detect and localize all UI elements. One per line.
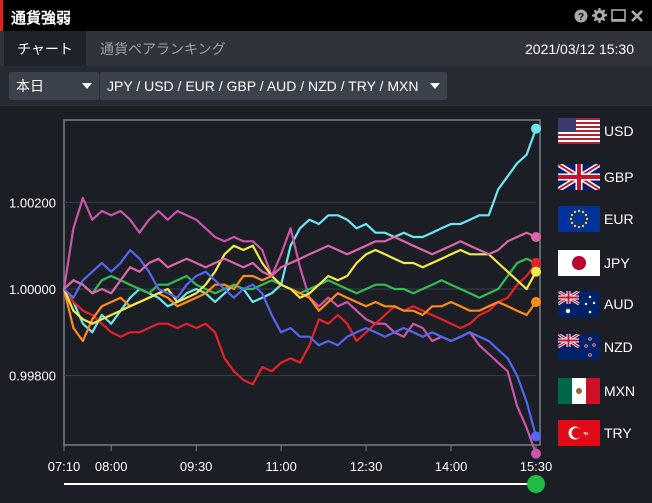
time-slider-handle[interactable] [527, 475, 545, 493]
window-controls: ? [574, 8, 644, 23]
chevron-down-icon [82, 83, 92, 89]
legend-item-gbp[interactable]: GBP [558, 163, 648, 191]
x-tick-label: 14:00 [435, 459, 468, 474]
tab-pair-ranking[interactable]: 通貨ペアランキング [100, 41, 226, 57]
chart-area: 0.99800 1.00000 1.00200 07:10 08:00 09:30 11:… [0, 106, 652, 503]
legend-label: JPY [604, 255, 630, 271]
legend-item-nzd[interactable]: NZD [558, 333, 648, 361]
title-accent-bar [0, 0, 3, 31]
series-endpoint-jpy [531, 258, 541, 268]
series-line-jpy [63, 262, 537, 386]
series-line-usd [63, 128, 538, 334]
x-tick-label: 11:00 [265, 459, 297, 474]
legend-item-try[interactable]: TRY [558, 419, 648, 447]
series-endpoint-try [531, 232, 541, 242]
legend-label: AUD [604, 296, 634, 312]
close-icon[interactable] [630, 9, 644, 23]
x-tick-label: 09:30 [180, 459, 213, 474]
plot-frame [63, 119, 541, 446]
y-tick-label: 1.00200 [9, 195, 56, 210]
x-tick-label: 08:00 [95, 459, 128, 474]
series-line-try [63, 231, 537, 295]
y-tick-label: 1.00000 [9, 282, 56, 297]
svg-text:?: ? [578, 12, 584, 23]
series-line-nzd [62, 244, 537, 325]
current-datetime: 2021/03/12 15:30 [525, 41, 634, 57]
legend-label: GBP [604, 169, 634, 185]
window-title: 通貨強弱 [11, 10, 72, 27]
series-line-mxn [63, 248, 538, 437]
series-endpoint-usd [531, 123, 541, 134]
legend-item-usd[interactable]: USD [558, 117, 648, 145]
eu-flag-icon [558, 206, 600, 232]
currency-select[interactable]: JPY / USD / EUR / GBP / AUD / NZD / TRY … [99, 72, 447, 100]
currency-select-value: JPY / USD / EUR / GBP / AUD / NZD / TRY … [107, 78, 419, 94]
mx-flag-icon [558, 378, 600, 404]
chevron-down-icon [430, 83, 440, 89]
help-icon[interactable]: ? [574, 9, 588, 23]
legend-item-eur[interactable]: EUR [558, 205, 648, 233]
period-select[interactable]: 本日 [9, 72, 99, 100]
x-tick-label: 07:10 [48, 459, 81, 474]
title-bar: 通貨強弱 ? [0, 0, 652, 31]
legend-label: USD [604, 123, 634, 139]
legend-item-mxn[interactable]: MXN [558, 377, 648, 405]
gear-icon[interactable] [592, 8, 607, 23]
series-endpoint-gbp [531, 448, 541, 459]
legend-label: TRY [604, 425, 632, 441]
series-endpoint-nzd [531, 266, 541, 277]
tab-bar: チャート 通貨ペアランキング 2021/03/12 15:30 [0, 31, 652, 66]
uk-flag-icon [558, 164, 600, 190]
x-tick-label: 15:30 [520, 459, 553, 474]
minimize-icon[interactable] [611, 8, 626, 23]
y-tick-label: 0.99800 [9, 369, 56, 384]
jp-flag-icon [558, 250, 600, 276]
au-flag-icon [558, 291, 600, 317]
series-endpoint-aud [531, 297, 541, 307]
tab-chart[interactable]: チャート [4, 31, 86, 66]
legend-label: MXN [604, 383, 636, 399]
x-tick-label: 12:30 [350, 459, 383, 474]
legend-item-jpy[interactable]: JPY [558, 249, 648, 277]
strength-chart: 0.99800 1.00000 1.00200 07:10 08:00 09:30 11:… [9, 119, 553, 493]
filter-toolbar: 本日 JPY / USD / EUR / GBP / AUD / NZD / T… [0, 66, 652, 106]
nz-flag-icon [558, 334, 600, 360]
series-endpoint-mxn [531, 431, 541, 442]
us-flag-icon [558, 118, 600, 144]
tr-flag-icon [558, 420, 600, 446]
legend-item-aud[interactable]: AUD [558, 290, 648, 318]
legend-label: NZD [604, 339, 633, 355]
period-select-value: 本日 [16, 78, 44, 94]
legend-label: EUR [604, 211, 634, 227]
